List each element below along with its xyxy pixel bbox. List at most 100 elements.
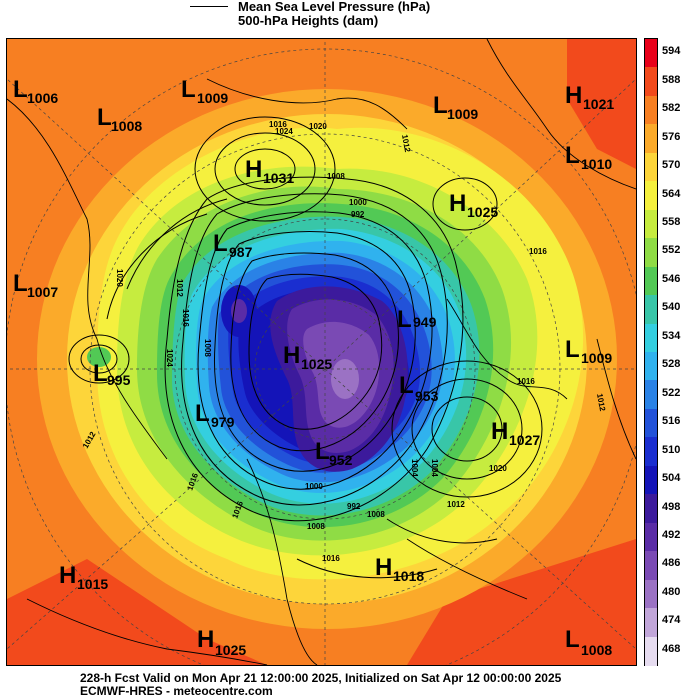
low-center: L 1008 [97, 104, 142, 134]
colorbar-label: 570 [662, 159, 681, 172]
svg-text:L: L [213, 230, 228, 257]
colorbar-segment [645, 522, 657, 552]
svg-text:L: L [181, 76, 196, 103]
contour-label: 1012 [447, 500, 465, 509]
colorbar-label: 582 [662, 102, 681, 115]
colorbar-label: 564 [662, 187, 681, 200]
svg-text:L: L [97, 104, 112, 131]
colorbar-label: 522 [662, 386, 681, 399]
contour-label: 992 [351, 210, 365, 219]
svg-text:952: 952 [329, 452, 353, 468]
svg-text:1018: 1018 [393, 568, 424, 584]
contour-label: 1016 [269, 120, 287, 129]
contour-label: 1004 [430, 459, 439, 477]
svg-text:949: 949 [413, 314, 437, 330]
svg-text:L: L [565, 626, 580, 653]
colorbar-segment [645, 124, 657, 154]
contour-label: 1016 [529, 247, 547, 256]
colorbar-segment [645, 181, 657, 211]
contour-label: 1008 [367, 510, 385, 519]
svg-text:1025: 1025 [301, 356, 332, 372]
colorbar-label: 558 [662, 215, 681, 228]
svg-text:1027: 1027 [509, 432, 540, 448]
svg-text:L: L [397, 306, 412, 333]
svg-text:H: H [491, 418, 508, 445]
colorbar-label: 510 [662, 443, 681, 456]
colorbar-label: 552 [662, 244, 681, 257]
contour-label: 992 [347, 502, 361, 511]
svg-text:1025: 1025 [467, 204, 498, 220]
contour-label: 1000 [305, 482, 323, 491]
high-center: H 1025 [197, 626, 246, 658]
svg-text:L: L [315, 438, 330, 465]
model-source-text: ECMWF-HRES - meteocentre.com [80, 684, 273, 698]
colorbar-segment [645, 295, 657, 325]
colorbar-label: 594 [662, 45, 681, 58]
colorbar-segment [645, 323, 657, 353]
forecast-valid-text: 228-h Fcst Valid on Mon Apr 21 12:00:00 … [80, 671, 562, 685]
colorbar-segment [645, 494, 657, 524]
low-center: L 952 [315, 438, 353, 468]
contour-label: 1008 [327, 172, 345, 181]
colorbar-segment [645, 437, 657, 467]
svg-text:1006: 1006 [27, 90, 58, 106]
contour-label: 1012 [595, 393, 607, 413]
high-center: H 1025 [283, 342, 332, 372]
svg-text:H: H [375, 554, 392, 581]
svg-text:H: H [59, 562, 76, 589]
svg-text:1009: 1009 [581, 350, 612, 366]
colorbar-label: 588 [662, 73, 681, 86]
low-center: L 1009 [565, 336, 612, 366]
contour-label: 1024 [275, 127, 293, 136]
svg-text:H: H [245, 156, 262, 183]
low-center: L 953 [399, 372, 439, 404]
svg-text:1025: 1025 [215, 642, 246, 658]
contour-label: 1020 [489, 464, 507, 473]
graticule [7, 39, 636, 665]
svg-text:H: H [283, 342, 300, 369]
weather-map[interactable]: 1016 1024 1020 1012 1008 1000 992 1016 1… [6, 38, 637, 666]
colorbar-segment [645, 152, 657, 182]
colorbar-label: 546 [662, 272, 681, 285]
contour-label: 1016 [322, 554, 340, 563]
svg-text:953: 953 [415, 388, 439, 404]
low-center: L 1007 [13, 270, 58, 300]
svg-text:1021: 1021 [583, 96, 614, 112]
colorbar-segment [645, 380, 657, 410]
svg-text:L: L [565, 142, 580, 169]
low-center: L 979 [195, 400, 235, 430]
colorbar-segment [645, 95, 657, 125]
colorbar-segment [645, 238, 657, 268]
colorbar-segment [645, 67, 657, 97]
svg-text:1015: 1015 [77, 576, 108, 592]
high-center: H 1025 [449, 190, 498, 220]
isobars [68, 116, 543, 579]
contour-label: 1020 [309, 122, 327, 131]
contour-label: 1004 [410, 459, 419, 477]
legend-mslp-label: Mean Sea Level Pressure (hPa) [238, 0, 431, 14]
colorbar-label: 486 [662, 557, 681, 570]
contour-label: 1016 [517, 377, 535, 386]
svg-text:L: L [565, 336, 580, 363]
colorbar-label: 528 [662, 358, 681, 371]
colorbar-segment [645, 608, 657, 638]
low-center: L 995 [93, 360, 131, 388]
colorbar [644, 38, 658, 666]
svg-text:1009: 1009 [447, 106, 478, 122]
contour-label: 1008 [203, 339, 212, 357]
coastlines [7, 39, 636, 665]
svg-text:H: H [197, 626, 214, 653]
high-center: H 1015 [59, 562, 108, 592]
low-center: L 1008 [565, 626, 612, 658]
colorbar-segment [645, 636, 657, 666]
colorbar-segment [645, 39, 657, 68]
colorbar-label: 468 [662, 642, 681, 655]
svg-text:H: H [565, 82, 582, 109]
svg-text:1031: 1031 [263, 170, 294, 186]
low-center: L 987 [213, 230, 253, 260]
high-center: H 1021 [565, 82, 614, 112]
contour-label: 1024 [165, 349, 174, 367]
colorbar-label: 504 [662, 472, 681, 485]
colorbar-label: 480 [662, 585, 681, 598]
contour-label: 1012 [400, 134, 412, 154]
